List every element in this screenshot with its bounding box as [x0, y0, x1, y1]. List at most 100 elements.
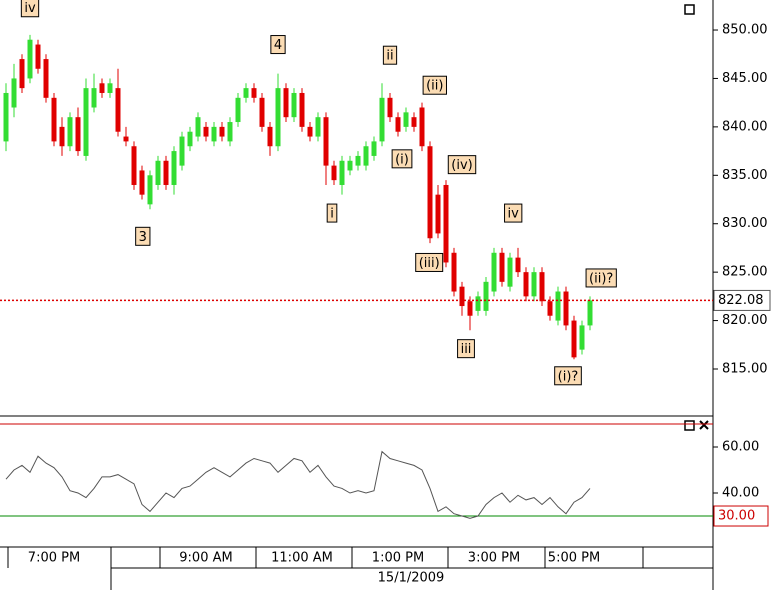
- annotation-box: [422, 75, 447, 95]
- y-tick-label: 840.00: [722, 119, 768, 134]
- annotation: (iv): [451, 158, 472, 173]
- candle-body: [139, 170, 145, 195]
- x-tick-label: 11:00 AM: [271, 551, 333, 566]
- x-tick-label: 1:00 PM: [372, 551, 424, 566]
- candle-body: [227, 122, 233, 142]
- candle-body: [347, 160, 353, 171]
- candle-body: [499, 252, 505, 282]
- candle-body: [155, 160, 161, 185]
- annotation-box: [504, 203, 523, 223]
- candle-body: [355, 155, 361, 166]
- date-label: 15/1/2009: [378, 571, 445, 586]
- y-tick-label: 40.00: [722, 486, 759, 501]
- candle-body: [99, 83, 105, 93]
- candle-body: [307, 126, 313, 137]
- annotation-box: [415, 252, 444, 272]
- annotation: iii: [461, 342, 472, 357]
- candle-body: [267, 126, 273, 147]
- y-tick-label: 845.00: [722, 71, 768, 86]
- candle-body: [131, 146, 137, 185]
- annotation: ii: [386, 49, 393, 64]
- x-tick-label: 3:00 PM: [468, 551, 520, 566]
- annotation-box: [585, 268, 617, 288]
- candle-body: [299, 92, 305, 127]
- level-label: 30.00: [718, 509, 755, 524]
- annotation-box: [382, 45, 398, 65]
- candle-body: [19, 59, 25, 89]
- annotation-box: [554, 366, 582, 386]
- y-tick-label: 850.00: [722, 23, 768, 38]
- candle-body: [331, 165, 337, 181]
- y-tick-label: 825.00: [722, 265, 768, 280]
- annotation-box: [326, 203, 338, 223]
- candle-body: [363, 146, 369, 166]
- y-tick-label: 815.00: [722, 361, 768, 376]
- candle-body: [195, 117, 201, 137]
- annotation-box: [20, 0, 40, 18]
- annotation-box: [447, 155, 477, 175]
- annotation: (ii)?: [589, 271, 613, 286]
- y-tick-label: 830.00: [722, 216, 768, 231]
- annotation: (iii): [419, 256, 440, 271]
- candle-body: [587, 300, 593, 326]
- annotation: 3: [139, 230, 147, 245]
- candle-body: [291, 92, 297, 118]
- y-tick-label: 835.00: [722, 168, 768, 183]
- candle-body: [371, 141, 377, 156]
- candle-body: [27, 39, 33, 79]
- candle-body: [427, 146, 433, 239]
- candle-body: [435, 194, 441, 234]
- candle-body: [379, 97, 385, 142]
- candle-body: [187, 131, 193, 147]
- annotation-box: [135, 226, 151, 246]
- candle-body: [515, 257, 521, 273]
- candle-body: [523, 272, 529, 297]
- y-tick-label: 60.00: [722, 439, 759, 454]
- annotation-box: [270, 35, 286, 55]
- last-price-box: [713, 289, 771, 311]
- candle-body: [123, 136, 129, 142]
- candle-body: [403, 112, 409, 127]
- candle-body: [283, 88, 289, 118]
- candle-body: [475, 296, 481, 311]
- x-tick-label: 9:00 AM: [179, 551, 232, 566]
- candle-body: [563, 291, 569, 326]
- candle-body: [483, 281, 489, 311]
- annotation-box: [391, 149, 413, 169]
- candle-body: [211, 126, 217, 142]
- candle-body: [251, 88, 257, 98]
- close-icon[interactable]: [699, 420, 709, 430]
- candle-body: [459, 286, 465, 307]
- level-label-box: [713, 505, 769, 527]
- rsi-line: [5, 450, 591, 519]
- annotation: iv: [508, 207, 520, 222]
- candle-body: [339, 160, 345, 185]
- annotation: i: [330, 207, 334, 222]
- candle-body: [467, 301, 473, 316]
- annotation: (i): [395, 152, 409, 167]
- candle-body: [35, 44, 41, 69]
- candle-body: [219, 126, 225, 137]
- candle-body: [203, 126, 209, 137]
- candle-body: [579, 325, 585, 350]
- maximize-icon[interactable]: [684, 4, 695, 15]
- candle-body: [411, 117, 417, 127]
- annotation: 4: [274, 38, 282, 53]
- y-tick-label: 820.00: [722, 313, 768, 328]
- maximize-icon[interactable]: [684, 420, 695, 431]
- candle-body: [451, 252, 457, 292]
- last-price-label: 822.08: [718, 293, 764, 308]
- candle-body: [571, 320, 577, 358]
- candle-body: [259, 97, 265, 127]
- candle-body: [147, 175, 153, 205]
- candle-body: [491, 252, 497, 292]
- candle-body: [323, 117, 329, 166]
- candle-body: [443, 184, 449, 263]
- candle-body: [91, 88, 97, 108]
- annotation: (ii): [426, 79, 443, 94]
- candle-body: [11, 78, 17, 108]
- annotation-box: [457, 339, 475, 359]
- candle-body: [179, 136, 185, 166]
- candle-body: [83, 88, 89, 156]
